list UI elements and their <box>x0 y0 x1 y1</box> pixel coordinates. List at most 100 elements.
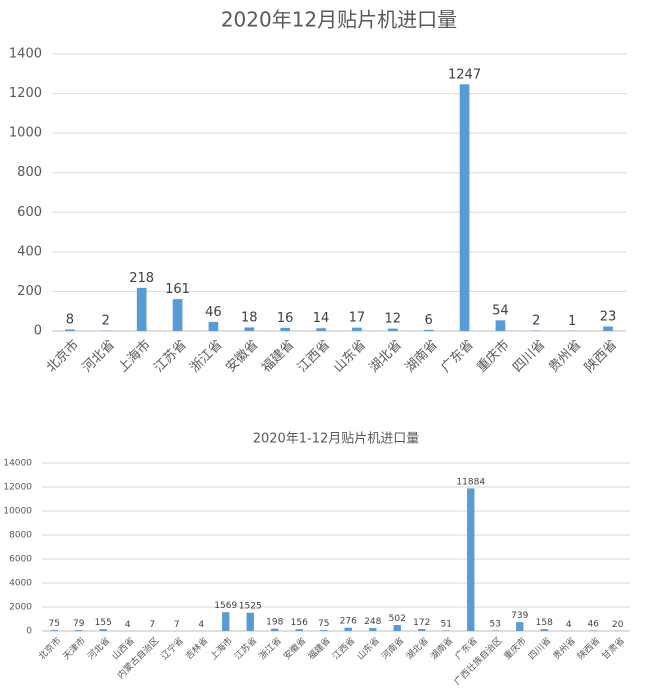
x-tick-label: 湖南省 <box>402 337 441 376</box>
x-tick-label: 安徽省 <box>223 337 261 375</box>
data-label: 46 <box>205 305 222 320</box>
bar <box>459 84 470 331</box>
bar <box>423 329 434 331</box>
x-tick-label: 福建省 <box>259 337 297 375</box>
x-tick-label: 山东省 <box>331 337 369 375</box>
bar <box>136 287 147 331</box>
bar <box>222 612 230 631</box>
x-tick-label: 浙江省 <box>256 635 284 663</box>
x-tick-label: 陕西省 <box>575 635 603 663</box>
bar <box>369 628 377 631</box>
data-label: 75 <box>318 619 329 629</box>
x-tick-label: 浙江省 <box>187 337 225 375</box>
bar <box>320 630 328 631</box>
data-label: 1247 <box>448 67 481 82</box>
data-label: 739 <box>511 611 528 621</box>
y-tick-label: 1000 <box>9 126 42 141</box>
data-label: 6 <box>425 313 433 328</box>
bar <box>295 629 303 631</box>
data-label: 502 <box>389 614 406 624</box>
data-label: 218 <box>129 271 154 286</box>
x-tick-label: 四川省 <box>510 337 548 375</box>
data-label: 1525 <box>239 602 262 612</box>
chart-title: 2020年12月贴片机进口量 <box>221 8 457 32</box>
data-label: 7 <box>149 620 155 630</box>
chart-monthly-imports: 2020年12月贴片机进口量 0 200 400 600 800 1000 1200 1400 8… <box>9 8 626 376</box>
x-tick-label: 河南省 <box>379 635 407 663</box>
data-label: 11884 <box>456 477 485 487</box>
x-tick-label: 广东省 <box>438 337 476 375</box>
data-label: 20 <box>612 620 624 630</box>
x-tick-label: 湖北省 <box>403 635 431 663</box>
x-tick-label: 河北省 <box>80 337 118 375</box>
bar <box>352 327 362 331</box>
data-label: 4 <box>198 620 204 630</box>
data-label: 79 <box>73 619 85 629</box>
data-label: 7 <box>174 620 180 630</box>
bar <box>75 630 83 631</box>
data-label: 12 <box>385 312 402 327</box>
x-tick-label: 四川省 <box>526 635 554 663</box>
x-tick-label: 福建省 <box>305 635 333 663</box>
data-label: 75 <box>49 619 60 629</box>
y-tick-label: 200 <box>17 284 42 299</box>
data-label: 4 <box>566 620 572 630</box>
bar <box>393 624 401 631</box>
data-label: 14 <box>313 311 330 326</box>
bar <box>603 326 613 331</box>
x-tick-label: 江西省 <box>330 635 358 663</box>
chart-annual-imports: 2020年1-12月贴片机进口量 0 2000 4000 6000 8000 10000 12… <box>3 432 630 688</box>
y-tick-label: 0 <box>34 324 42 339</box>
y-tick-label: 10000 <box>3 507 32 517</box>
x-tick-label: 河北省 <box>85 635 113 663</box>
x-tick-label: 湖南省 <box>428 635 456 663</box>
bar <box>316 328 326 331</box>
y-tick-label: 0 <box>26 627 32 637</box>
data-label: 2 <box>532 314 540 329</box>
bar <box>246 612 254 631</box>
y-tick-label: 600 <box>17 205 42 220</box>
bar <box>387 328 398 331</box>
bar <box>50 630 58 631</box>
x-tick-label: 江西省 <box>295 337 333 375</box>
data-label: 161 <box>165 282 190 297</box>
bar <box>442 630 450 631</box>
x-tick-label: 重庆市 <box>501 635 529 663</box>
bar <box>495 320 506 331</box>
x-tick-label: 北京市 <box>43 337 82 376</box>
x-tick-label: 湖北省 <box>367 337 405 375</box>
data-label: 276 <box>340 617 357 627</box>
y-tick-label: 800 <box>17 165 42 180</box>
data-label: 46 <box>588 619 600 629</box>
data-label: 158 <box>536 618 553 628</box>
data-label: 54 <box>492 303 509 318</box>
x-tick-label: 甘肃省 <box>599 635 627 663</box>
x-tick-label: 贵州省 <box>546 337 584 375</box>
data-label: 248 <box>364 617 381 627</box>
data-label: 18 <box>241 310 258 325</box>
x-tick-label: 天津市 <box>60 635 88 663</box>
y-tick-label: 2000 <box>9 603 32 613</box>
x-tick-label: 吉林省 <box>183 635 211 663</box>
data-label: 4 <box>125 620 131 630</box>
x-tick-label: 陕西省 <box>582 337 620 375</box>
y-tick-label: 6000 <box>9 555 32 565</box>
y-tick-label: 14000 <box>3 459 32 469</box>
data-label: 156 <box>291 618 308 628</box>
x-tick-label: 贵州省 <box>550 635 578 663</box>
bar <box>65 329 75 331</box>
data-label: 17 <box>349 311 366 326</box>
data-label: 155 <box>95 618 112 628</box>
data-label: 198 <box>266 618 283 628</box>
bar <box>418 628 426 631</box>
bar <box>516 622 524 631</box>
bar <box>540 629 548 631</box>
data-label: 1 <box>568 314 576 329</box>
bar <box>344 627 352 631</box>
bar <box>172 299 183 331</box>
bar <box>467 488 475 631</box>
data-label: 1569 <box>214 601 237 611</box>
x-tick-label: 安徽省 <box>281 635 309 663</box>
bar <box>244 327 255 331</box>
